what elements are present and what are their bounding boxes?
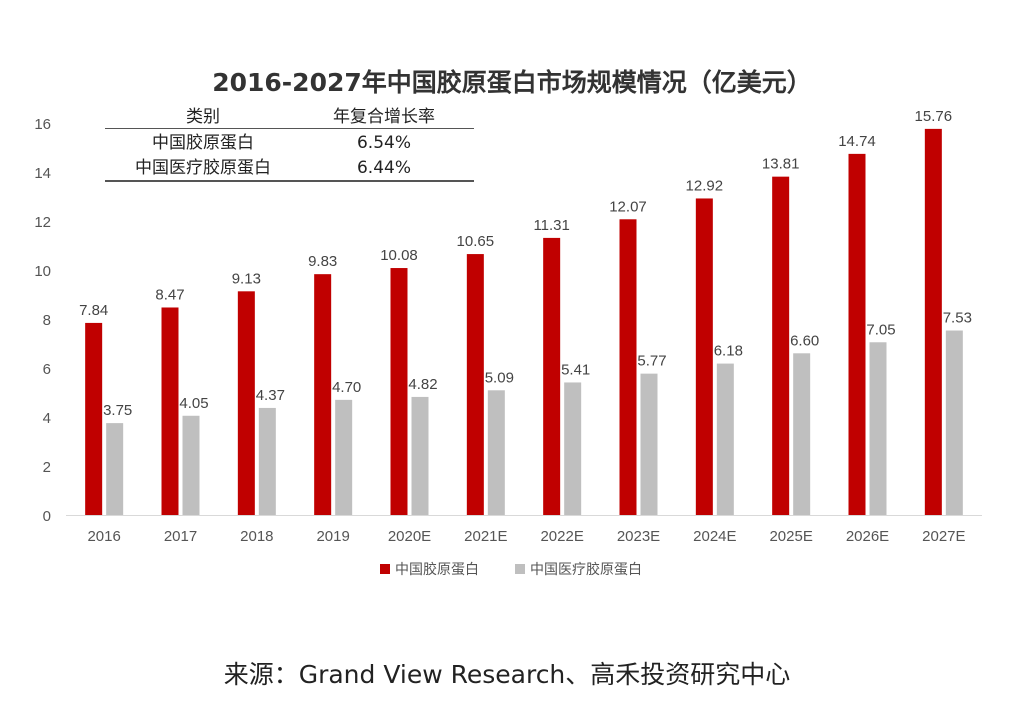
bar-medical-collagen: [106, 423, 124, 515]
data-label-collagen: 10.08: [380, 247, 418, 264]
bar-medical-collagen: [258, 407, 276, 515]
y-tick-label: 12: [34, 214, 51, 231]
bar-collagen: [924, 128, 942, 515]
bar-medical-collagen: [640, 373, 658, 515]
legend-label-collagen: 中国胶原蛋白: [395, 561, 479, 578]
bar-medical-collagen: [564, 382, 582, 515]
bar-collagen: [390, 268, 408, 515]
data-label-collagen: 11.31: [533, 217, 569, 234]
data-label-collagen: 13.81: [762, 156, 800, 173]
legend: 中国胶原蛋白 中国医疗胶原蛋白: [380, 561, 642, 578]
x-tick-label: 2025E: [769, 528, 812, 545]
bar-collagen: [314, 274, 332, 515]
table-cagr-cell: 6.54%: [357, 133, 411, 153]
data-label-collagen: 14.74: [838, 133, 876, 150]
y-tick-label: 2: [43, 459, 51, 476]
bar-collagen: [85, 322, 103, 515]
table-header: 年复合增长率: [333, 107, 435, 127]
y-tick-label: 16: [34, 116, 51, 133]
table-category-cell: 中国医疗胶原蛋白: [135, 158, 271, 178]
data-label-collagen: 12.07: [609, 198, 647, 215]
x-tick-label: 2019: [316, 528, 349, 545]
bar-medical-collagen: [869, 342, 887, 515]
bar-collagen: [543, 237, 561, 515]
bar-medical-collagen: [716, 363, 734, 515]
x-tick-label: 2022E: [540, 528, 583, 545]
y-tick-label: 8: [43, 312, 51, 329]
data-label-medical-collagen: 3.75: [103, 402, 132, 419]
data-label-medical-collagen: 5.09: [485, 369, 514, 386]
data-label-medical-collagen: 7.53: [943, 310, 972, 327]
source-note: 来源：Grand View Research、高禾投资研究中心: [223, 660, 791, 689]
data-label-medical-collagen: 7.05: [866, 321, 895, 338]
bar-collagen: [237, 291, 255, 515]
y-tick-label: 10: [34, 263, 51, 280]
x-axis: 2016 2017 2018 2019 2020E 2021E 2022E 2023E 2024…: [66, 515, 982, 545]
bars: [85, 128, 963, 515]
data-label-collagen: 7.84: [79, 302, 108, 319]
x-tick-label: 2017: [164, 528, 197, 545]
bar-collagen: [772, 176, 790, 515]
data-label-medical-collagen: 4.37: [256, 387, 285, 404]
data-labels: 7.84 3.75 8.47 4.05 9.13 4.37 9.83 4.70 10.08 4.8…: [79, 108, 972, 419]
bar-medical-collagen: [411, 396, 429, 515]
data-label-collagen: 9.83: [308, 253, 337, 270]
bar-collagen: [466, 254, 484, 515]
bar-medical-collagen: [487, 390, 505, 515]
y-tick-label: 0: [43, 508, 51, 525]
table-category-cell: 中国胶原蛋白: [152, 133, 254, 153]
data-label-collagen: 10.65: [457, 233, 495, 250]
legend-swatch-collagen: [380, 564, 390, 574]
y-tick-label: 4: [43, 410, 51, 427]
data-label-medical-collagen: 4.82: [408, 376, 437, 393]
bar-collagen: [619, 219, 637, 515]
bar-medical-collagen: [335, 399, 353, 515]
x-tick-label: 2016: [87, 528, 120, 545]
y-axis: 0 2 4 6 8 10 12 14 16: [34, 116, 51, 525]
data-label-medical-collagen: 5.41: [561, 361, 590, 378]
table-cagr-cell: 6.44%: [357, 158, 411, 178]
y-tick-label: 14: [34, 165, 51, 182]
bar-medical-collagen: [945, 330, 963, 515]
x-tick-label: 2023E: [617, 528, 660, 545]
legend-swatch-medical-collagen: [515, 564, 525, 574]
x-tick-label: 2024E: [693, 528, 736, 545]
x-tick-label: 2021E: [464, 528, 507, 545]
data-label-medical-collagen: 4.70: [332, 379, 361, 396]
bar-collagen: [848, 153, 866, 515]
y-tick-label: 6: [43, 361, 51, 378]
x-tick-label: 2020E: [388, 528, 431, 545]
data-label-collagen: 12.92: [686, 177, 724, 194]
data-label-collagen: 8.47: [155, 286, 184, 303]
chart-title: 2016-2027年中国胶原蛋白市场规模情况（亿美元）: [212, 68, 812, 97]
data-label-collagen: 9.13: [232, 270, 261, 287]
table-header: 类别: [186, 107, 220, 127]
x-tick-label: 2027E: [922, 528, 965, 545]
x-tick-label: 2018: [240, 528, 273, 545]
data-label-medical-collagen: 6.18: [714, 343, 743, 360]
bar-medical-collagen: [793, 353, 811, 515]
data-label-collagen: 15.76: [915, 108, 953, 125]
bar-medical-collagen: [182, 415, 200, 515]
data-label-medical-collagen: 5.77: [637, 353, 666, 370]
data-label-medical-collagen: 6.60: [790, 332, 819, 349]
bar-collagen: [695, 198, 713, 515]
x-tick-label: 2026E: [846, 528, 889, 545]
data-label-medical-collagen: 4.05: [179, 395, 208, 412]
bar-collagen: [161, 307, 179, 515]
bar-chart: 2016-2027年中国胶原蛋白市场规模情况（亿美元） 0 2 4 6 8 10 12 14 1…: [34, 68, 982, 578]
legend-label-medical-collagen: 中国医疗胶原蛋白: [530, 561, 642, 578]
